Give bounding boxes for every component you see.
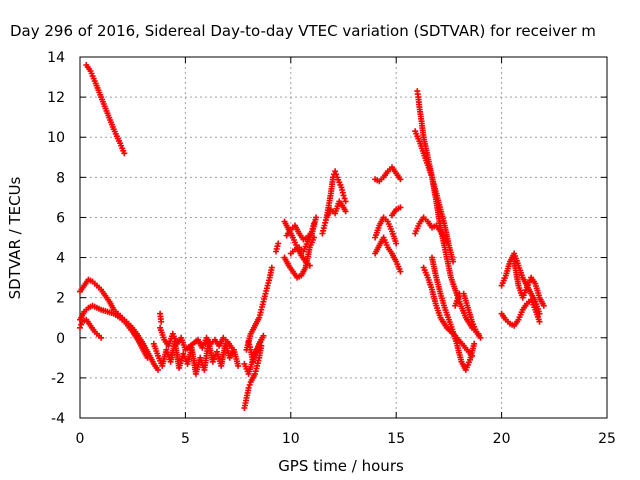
y-tick-label: -4 (51, 411, 65, 427)
data-series-22 (389, 204, 404, 219)
data-series-12 (273, 240, 282, 255)
data-points (77, 62, 547, 411)
data-point (77, 324, 83, 331)
data-point (342, 198, 349, 205)
data-point (443, 238, 450, 245)
data-point (397, 204, 404, 211)
data-point (393, 240, 400, 247)
data-point (158, 318, 165, 325)
chart-title: Day 296 of 2016, Sidereal Day-to-day VTE… (10, 22, 596, 40)
data-series-8 (241, 342, 265, 411)
y-tick-label: 10 (47, 130, 65, 146)
data-point (397, 176, 404, 183)
data-point (471, 340, 478, 347)
data-series-7 (157, 310, 165, 325)
data-series-27 (429, 254, 478, 373)
data-point (235, 362, 242, 369)
data-series-16 (287, 214, 320, 257)
y-tick-label: 2 (56, 291, 65, 307)
x-tick-label: 25 (598, 431, 616, 447)
data-series-30 (498, 296, 543, 329)
data-series-21 (372, 234, 404, 275)
data-point (540, 302, 547, 309)
data-point (245, 384, 252, 391)
x-tick-label: 20 (493, 431, 511, 447)
data-series-4 (77, 316, 105, 341)
data-point (450, 258, 457, 265)
y-tick-label: 6 (56, 210, 65, 226)
y-tick-label: -2 (51, 371, 65, 387)
x-tick-label: 15 (387, 431, 405, 447)
data-point (341, 195, 348, 202)
y-tick-labels: -4 -2 0 2 4 6 8 10 12 14 (47, 50, 65, 427)
x-axis-label: GPS time / hours (278, 457, 404, 475)
data-point (78, 321, 85, 328)
data-point (332, 168, 339, 175)
data-point (155, 366, 161, 373)
data-series-14 (281, 234, 317, 281)
x-tick-label: 5 (181, 431, 190, 447)
y-tick-label: 0 (56, 331, 65, 347)
x-tick-label: 0 (76, 431, 85, 447)
data-point (333, 171, 340, 178)
data-point (98, 334, 105, 341)
data-series-26 (420, 264, 476, 359)
data-point (260, 332, 267, 339)
data-series-3 (77, 302, 151, 361)
data-series-31 (511, 258, 547, 309)
data-series-24 (412, 128, 457, 265)
data-point (144, 354, 151, 361)
data-point (536, 318, 543, 325)
data-series-11 (245, 332, 267, 365)
data-series-20 (372, 214, 400, 247)
axis-ticks (79, 56, 608, 419)
data-point (477, 334, 484, 341)
data-point (268, 264, 275, 271)
data-point (121, 150, 128, 157)
x-tick-labels: 0 5 10 15 20 25 (76, 431, 616, 447)
data-series-1 (83, 62, 128, 157)
data-point (342, 208, 349, 215)
y-tick-label: 8 (56, 170, 65, 186)
data-point (397, 268, 404, 275)
data-point (275, 240, 282, 247)
y-tick-label: 14 (47, 50, 65, 66)
y-tick-label: 12 (47, 90, 65, 106)
data-series-25 (412, 214, 450, 245)
data-series-6 (157, 324, 235, 353)
data-point (246, 381, 253, 388)
data-series-28 (452, 290, 484, 341)
data-point (340, 192, 347, 199)
plot-frame (79, 56, 608, 419)
y-tick-label: 4 (56, 251, 65, 267)
data-series-18 (323, 198, 349, 221)
x-tick-label: 10 (282, 431, 300, 447)
data-point (228, 344, 235, 351)
y-axis-label: SDTVAR / TECUs (6, 176, 24, 299)
data-point (313, 214, 320, 221)
data-series-19 (372, 164, 404, 185)
